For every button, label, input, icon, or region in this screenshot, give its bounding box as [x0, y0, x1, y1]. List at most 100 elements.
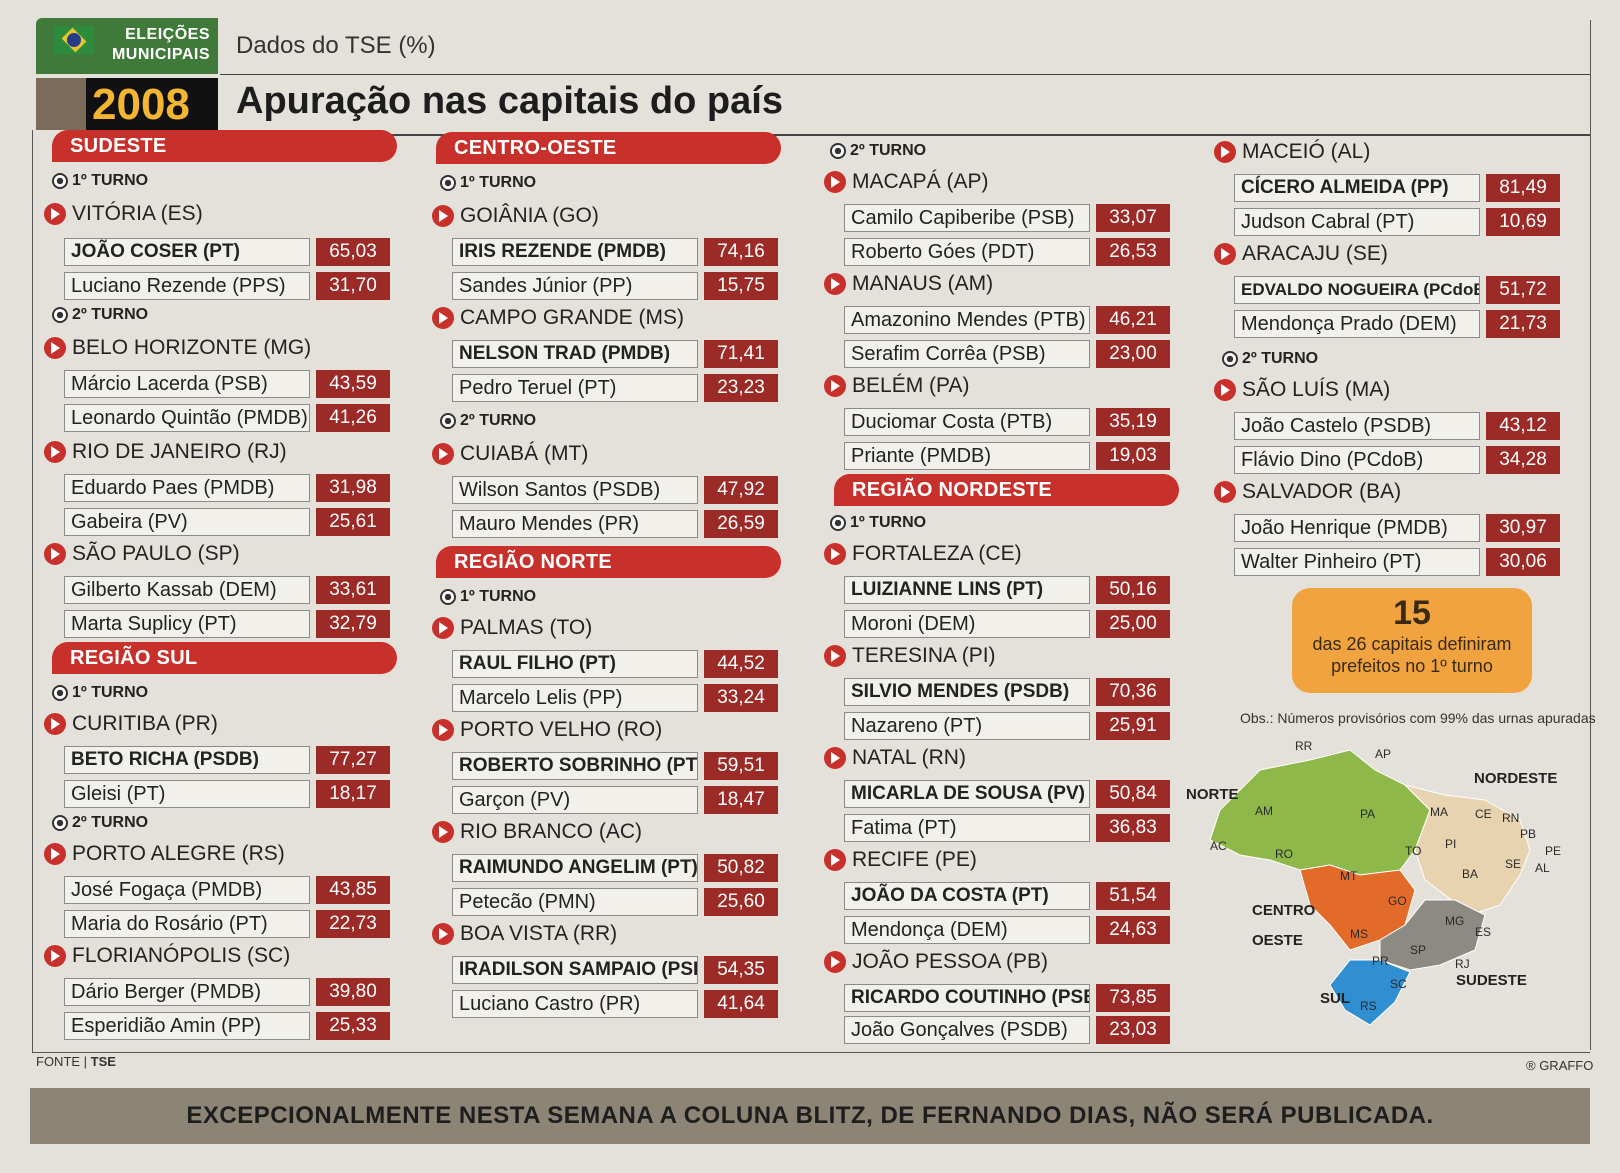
city-name: PALMAS (TO) — [460, 616, 593, 639]
vote-percent: 47,92 — [704, 476, 778, 504]
banner-centro-oeste: CENTRO-OESTE — [436, 132, 781, 164]
vote-percent: 26,59 — [704, 510, 778, 538]
city-curitiba: CURITIBA (PR) — [44, 712, 218, 736]
city-natal: NATAL (RN) — [824, 746, 966, 770]
radio-icon — [52, 815, 68, 831]
badge-photo-icon — [36, 78, 86, 130]
city-vitoria: VITÓRIA (ES) — [44, 202, 203, 226]
candidate-row: IRIS REZENDE (PMDB) — [452, 238, 698, 266]
turno-text: 2º TURNO — [850, 142, 927, 159]
arrow-icon — [44, 543, 66, 565]
city-name: SÃO PAULO (SP) — [72, 542, 240, 565]
state-label-ms: MS — [1350, 927, 1368, 941]
banner-norte: REGIÃO NORTE — [436, 546, 781, 578]
city-teresina: TERESINA (PI) — [824, 644, 996, 668]
vote-percent: 46,21 — [1096, 306, 1170, 334]
arrow-icon — [44, 843, 66, 865]
vote-percent: 25,33 — [316, 1012, 390, 1040]
candidate-row: RICARDO COUTINHO (PSB) — [844, 984, 1090, 1012]
frame-left — [32, 130, 33, 1052]
city-maceio: MACEIÓ (AL) — [1214, 140, 1370, 164]
radio-icon — [52, 685, 68, 701]
summary-callout: 15 das 26 capitais definiram prefeitos n… — [1292, 588, 1532, 693]
state-label-rj: RJ — [1455, 957, 1470, 971]
vote-percent: 59,51 — [704, 752, 778, 780]
map-label-sudeste: SUDESTE — [1456, 972, 1527, 989]
candidate-row: Judson Cabral (PT) — [1234, 208, 1480, 236]
vote-percent: 51,54 — [1096, 882, 1170, 910]
candidate-row: IRADILSON SAMPAIO (PSB) — [452, 956, 698, 984]
turno-text: 2º TURNO — [72, 814, 149, 831]
city-name: RIO BRANCO (AC) — [460, 820, 643, 843]
city-name: FLORIANÓPOLIS (SC) — [72, 944, 291, 967]
radio-icon — [52, 173, 68, 189]
vote-percent: 41,64 — [704, 990, 778, 1018]
turno-label: 1º TURNO — [830, 514, 926, 532]
state-label-am: AM — [1255, 804, 1273, 818]
vote-percent: 25,60 — [704, 888, 778, 916]
arrow-icon — [432, 443, 454, 465]
vote-percent: 19,03 — [1096, 442, 1170, 470]
candidate-row: Maria do Rosário (PT) — [64, 910, 310, 938]
vote-percent: 18,17 — [316, 780, 390, 808]
candidate-row: ROBERTO SOBRINHO (PT) — [452, 752, 698, 780]
candidate-row: SILVIO MENDES (PSDB) — [844, 678, 1090, 706]
state-label-mg: MG — [1445, 914, 1464, 928]
candidate-row: Leonardo Quintão (PMDB) — [64, 404, 310, 432]
city-name: FORTALEZA (CE) — [852, 542, 1022, 565]
candidate-row: Márcio Lacerda (PSB) — [64, 370, 310, 398]
vote-percent: 50,82 — [704, 854, 778, 882]
brazil-flag-icon — [54, 26, 94, 54]
candidate-row: João Henrique (PMDB) — [1234, 514, 1480, 542]
arrow-icon — [824, 543, 846, 565]
city-name: MACEIÓ (AL) — [1242, 140, 1371, 163]
city-fortaleza: FORTALEZA (CE) — [824, 542, 1022, 566]
vote-percent: 21,73 — [1486, 310, 1560, 338]
arrow-icon — [44, 441, 66, 463]
state-label-mt: MT — [1340, 869, 1358, 883]
turno-text: 1º TURNO — [850, 514, 927, 531]
banner-nordeste-label: REGIÃO NORDESTE — [852, 479, 1053, 501]
candidate-row: MICARLA DE SOUSA (PV) — [844, 780, 1090, 808]
vote-percent: 10,69 — [1486, 208, 1560, 236]
arrow-icon — [1214, 379, 1236, 401]
vote-percent: 51,72 — [1486, 276, 1560, 304]
candidate-row: Wilson Santos (PSDB) — [452, 476, 698, 504]
arrow-icon — [824, 375, 846, 397]
city-florianopolis: FLORIANÓPOLIS (SC) — [44, 944, 290, 968]
candidate-row: Mendonça (DEM) — [844, 916, 1090, 944]
candidate-row: Duciomar Costa (PTB) — [844, 408, 1090, 436]
turno-text: 1º TURNO — [72, 172, 149, 189]
banner-norte-label: REGIÃO NORTE — [454, 551, 613, 573]
vote-percent: 26,53 — [1096, 238, 1170, 266]
candidate-row: Marta Suplicy (PT) — [64, 610, 310, 638]
candidate-row: EDVALDO NOGUEIRA (PCdoB) — [1234, 276, 1480, 304]
vote-percent: 25,00 — [1096, 610, 1170, 638]
candidate-row: Mendonça Prado (DEM) — [1234, 310, 1480, 338]
candidate-row: Marcelo Lelis (PP) — [452, 684, 698, 712]
vote-percent: 24,63 — [1096, 916, 1170, 944]
vote-percent: 34,28 — [1486, 446, 1560, 474]
turno-label: 1º TURNO — [52, 172, 148, 190]
observation-note: Obs.: Números provisórios com 99% das ur… — [1240, 710, 1596, 726]
city-sao-paulo: SÃO PAULO (SP) — [44, 542, 240, 566]
state-label-rr: RR — [1295, 740, 1313, 753]
map-label-nordeste: NORDESTE — [1474, 770, 1558, 787]
turno-label: 2º TURNO — [830, 142, 926, 160]
vote-percent: 39,80 — [316, 978, 390, 1006]
city-name: SALVADOR (BA) — [1242, 480, 1402, 503]
candidate-row: José Fogaça (PMDB) — [64, 876, 310, 904]
candidate-row: Mauro Mendes (PR) — [452, 510, 698, 538]
state-label-se: SE — [1505, 857, 1521, 871]
city-name: MANAUS (AM) — [852, 272, 994, 295]
state-label-ba: BA — [1462, 867, 1478, 881]
state-label-rs: RS — [1360, 999, 1377, 1013]
city-name: BELÉM (PA) — [852, 374, 970, 397]
vote-percent: 25,61 — [316, 508, 390, 536]
turno-label: 2º TURNO — [440, 412, 536, 430]
vote-percent: 43,59 — [316, 370, 390, 398]
vote-percent: 23,23 — [704, 374, 778, 402]
radio-icon — [1222, 351, 1238, 367]
city-name: CAMPO GRANDE (MS) — [460, 306, 685, 329]
city-manaus: MANAUS (AM) — [824, 272, 993, 296]
